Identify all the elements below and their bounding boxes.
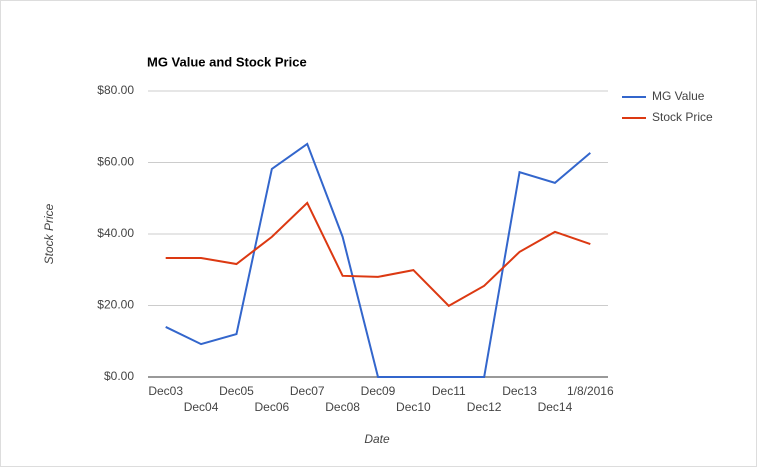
- x-tick-label: Dec12: [467, 400, 502, 414]
- y-tick-label: $60.00: [97, 155, 134, 169]
- x-tick-label: 1/8/2016: [567, 384, 614, 398]
- y-tick-label: $40.00: [97, 226, 134, 240]
- x-axis-title: Date: [364, 432, 390, 446]
- y-tick-label: $20.00: [97, 298, 134, 312]
- series-line: [165, 142, 591, 378]
- x-tick-label: Dec14: [538, 400, 573, 414]
- legend-label: Stock Price: [652, 110, 713, 124]
- x-tick-label: Dec08: [325, 400, 360, 414]
- x-tick-label: Dec13: [502, 384, 537, 398]
- x-tick-label: Dec04: [184, 400, 219, 414]
- x-tick-label: Dec06: [255, 400, 290, 414]
- y-axis-title: Stock Price: [42, 203, 56, 264]
- x-tick-label: Dec05: [219, 384, 254, 398]
- series-line: [165, 201, 591, 308]
- legend-label: MG Value: [652, 89, 705, 103]
- x-tick-label: Dec03: [148, 384, 183, 398]
- x-tick-label: Dec11: [432, 384, 466, 398]
- chart-title: MG Value and Stock Price: [147, 54, 307, 69]
- y-tick-label: $80.00: [97, 83, 134, 97]
- x-tick-label: Dec07: [290, 384, 325, 398]
- x-tick-label: Dec09: [361, 384, 396, 398]
- x-tick-label: Dec10: [396, 400, 431, 414]
- y-tick-label: $0.00: [104, 369, 134, 383]
